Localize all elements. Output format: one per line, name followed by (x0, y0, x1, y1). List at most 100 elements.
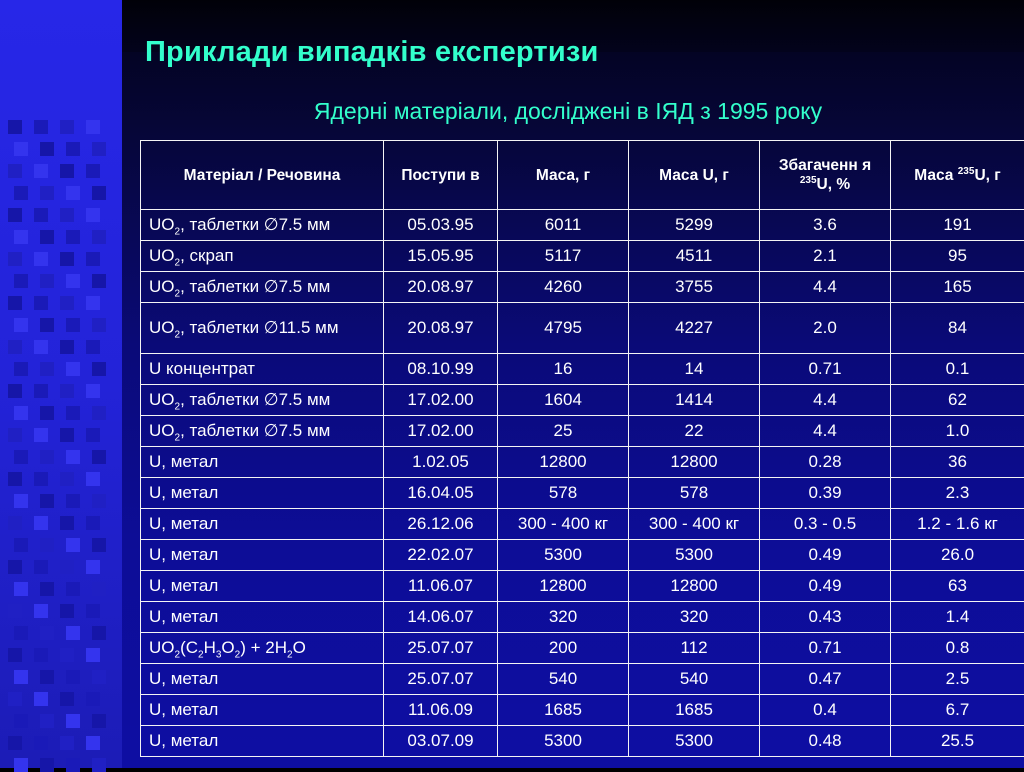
decor-square (8, 516, 22, 530)
decor-square (14, 362, 28, 376)
cell-mass-u: 22 (629, 416, 760, 447)
cell-mass: 25 (498, 416, 629, 447)
cell-enrichment: 0.71 (760, 354, 891, 385)
cell-enrichment: 0.28 (760, 447, 891, 478)
decor-square (14, 714, 28, 728)
cell-mass-u235: 2.5 (891, 664, 1024, 695)
cell-mass-u: 1414 (629, 385, 760, 416)
decor-square (86, 384, 100, 398)
decor-square (92, 186, 106, 200)
cell-enrichment: 0.4 (760, 695, 891, 726)
decor-square (14, 626, 28, 640)
decor-square (92, 318, 106, 332)
decor-square (40, 450, 54, 464)
cell-mass: 4260 (498, 272, 629, 303)
decor-square (60, 604, 74, 618)
decor-square (60, 384, 74, 398)
decor-square (92, 274, 106, 288)
header-received-date: Поступи в (384, 141, 498, 210)
cell-enrichment: 0.71 (760, 633, 891, 664)
decor-square (40, 274, 54, 288)
decor-square (92, 362, 106, 376)
decor-square (34, 384, 48, 398)
cell-mass-u: 14 (629, 354, 760, 385)
cell-mass-u235: 1.2 - 1.6 кг (891, 509, 1024, 540)
decor-square (66, 450, 80, 464)
decor-square (14, 758, 28, 772)
cell-mass: 5300 (498, 726, 629, 757)
decor-square (40, 494, 54, 508)
header-enrichment: Збагаченн я 235U, % (760, 141, 891, 210)
decor-square (34, 296, 48, 310)
cell-enrichment: 0.39 (760, 478, 891, 509)
cell-enrichment: 2.0 (760, 303, 891, 354)
cell-received-date: 20.08.97 (384, 272, 498, 303)
decor-square (66, 538, 80, 552)
decor-square (14, 582, 28, 596)
cell-enrichment: 0.3 - 0.5 (760, 509, 891, 540)
decor-square (40, 230, 54, 244)
cell-enrichment: 2.1 (760, 241, 891, 272)
decor-square (40, 142, 54, 156)
decor-square (92, 670, 106, 684)
decor-square (86, 736, 100, 750)
cell-mass-u: 12800 (629, 447, 760, 478)
cell-material: UO2, скрап (141, 241, 384, 272)
cell-enrichment: 4.4 (760, 416, 891, 447)
decor-square (14, 670, 28, 684)
decor-square (40, 538, 54, 552)
decor-square (86, 340, 100, 354)
cell-material: U, метал (141, 571, 384, 602)
cell-mass-u235: 0.1 (891, 354, 1024, 385)
decor-square (8, 340, 22, 354)
decor-square (8, 208, 22, 222)
decor-square (34, 340, 48, 354)
cell-material: UO2, таблетки ∅7.5 мм (141, 272, 384, 303)
decor-square (60, 340, 74, 354)
decor-square (60, 252, 74, 266)
decor-square (8, 560, 22, 574)
decor-square (92, 230, 106, 244)
cell-mass-u235: 63 (891, 571, 1024, 602)
cell-received-date: 25.07.07 (384, 664, 498, 695)
cell-mass-u235: 1.0 (891, 416, 1024, 447)
decor-square (8, 252, 22, 266)
decor-square (66, 230, 80, 244)
cell-received-date: 20.08.97 (384, 303, 498, 354)
decor-square (40, 758, 54, 772)
decor-square (8, 164, 22, 178)
cell-mass-u: 1685 (629, 695, 760, 726)
cell-mass: 1685 (498, 695, 629, 726)
decor-square (86, 560, 100, 574)
cell-mass-u: 540 (629, 664, 760, 695)
cell-mass-u235: 6.7 (891, 695, 1024, 726)
decor-square (66, 318, 80, 332)
cell-enrichment: 0.43 (760, 602, 891, 633)
decor-square (86, 428, 100, 442)
cell-received-date: 11.06.09 (384, 695, 498, 726)
decor-square (92, 538, 106, 552)
cell-mass: 200 (498, 633, 629, 664)
decor-square (14, 318, 28, 332)
decor-square (8, 472, 22, 486)
cell-mass-u: 112 (629, 633, 760, 664)
decor-square (60, 296, 74, 310)
cell-mass: 300 - 400 кг (498, 509, 629, 540)
cell-material: U концентрат (141, 354, 384, 385)
cell-received-date: 03.07.09 (384, 726, 498, 757)
cell-material: UO2, таблетки ∅7.5 мм (141, 385, 384, 416)
cell-material: UO2, таблетки ∅7.5 мм (141, 416, 384, 447)
cell-enrichment: 4.4 (760, 385, 891, 416)
cell-received-date: 16.04.05 (384, 478, 498, 509)
decor-square (60, 472, 74, 486)
decor-square (86, 692, 100, 706)
